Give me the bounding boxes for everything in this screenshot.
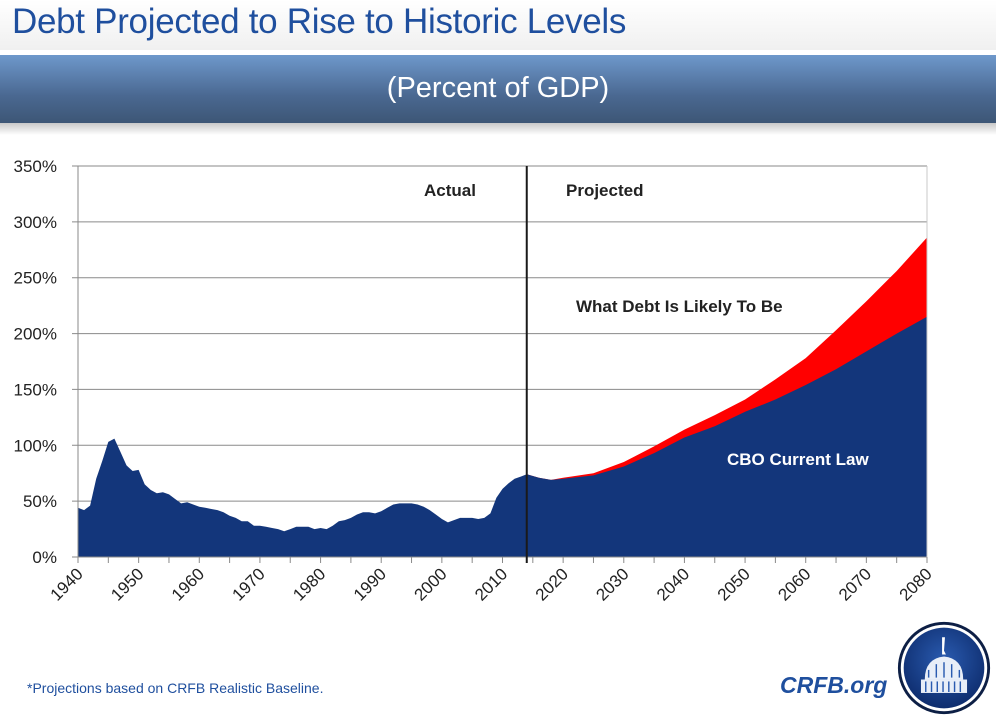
x-tick-label: 1940 xyxy=(47,564,87,604)
y-tick-label: 0% xyxy=(32,548,57,567)
y-tick-labels: 0% 50% 100% 150% 200% 250% 300% 350% xyxy=(14,157,57,567)
chart-title: Debt Projected to Rise to Historic Level… xyxy=(12,2,627,41)
x-tick-label: 2010 xyxy=(471,564,511,604)
brand-link[interactable]: CRFB.org xyxy=(780,672,888,698)
y-tick-label: 150% xyxy=(14,380,57,399)
annotation-actual: Actual xyxy=(424,181,476,200)
x-tick-label: 2050 xyxy=(714,564,754,604)
subtitle-band-shadow xyxy=(0,123,996,135)
x-tick-label: 2000 xyxy=(411,564,451,604)
capitol-dome-icon xyxy=(897,621,991,715)
annotation-projected: Projected xyxy=(566,181,643,200)
x-tick-label: 2040 xyxy=(653,564,693,604)
x-tick-label: 2060 xyxy=(774,564,814,604)
y-tick-label: 100% xyxy=(14,436,57,455)
footnote: *Projections based on CRFB Realistic Bas… xyxy=(27,680,324,696)
y-tick-label: 250% xyxy=(14,269,57,288)
title-bar xyxy=(0,0,996,50)
y-tick-label: 50% xyxy=(23,492,57,511)
x-tick-label: 2020 xyxy=(532,564,572,604)
y-tick-label: 350% xyxy=(14,157,57,176)
x-tick-label: 1990 xyxy=(350,564,390,604)
annotation-cbo: CBO Current Law xyxy=(727,450,869,469)
y-tick-label: 300% xyxy=(14,213,57,232)
debt-chart: 1940 1950 1960 1970 1980 1990 2000 2010 2020 2030… xyxy=(14,157,936,605)
area-cbo-current-law xyxy=(78,316,927,557)
area-series xyxy=(78,237,927,557)
x-tick-label: 2030 xyxy=(592,564,632,604)
x-tick-label: 1980 xyxy=(289,564,329,604)
x-tick-label: 1970 xyxy=(229,564,269,604)
x-tick-label: 1960 xyxy=(168,564,208,604)
x-tick-label: 2080 xyxy=(896,564,936,604)
x-tick-label: 1950 xyxy=(107,564,147,604)
subtitle-band xyxy=(0,55,996,123)
chart-subtitle: (Percent of GDP) xyxy=(386,72,610,104)
annotation-likely: What Debt Is Likely To Be xyxy=(576,297,783,316)
x-tick-labels: 1940 1950 1960 1970 1980 1990 2000 2010 2020 2030… xyxy=(47,564,936,604)
x-tick-label: 2070 xyxy=(835,564,875,604)
axes xyxy=(77,166,928,563)
y-tick-label: 200% xyxy=(14,325,57,344)
